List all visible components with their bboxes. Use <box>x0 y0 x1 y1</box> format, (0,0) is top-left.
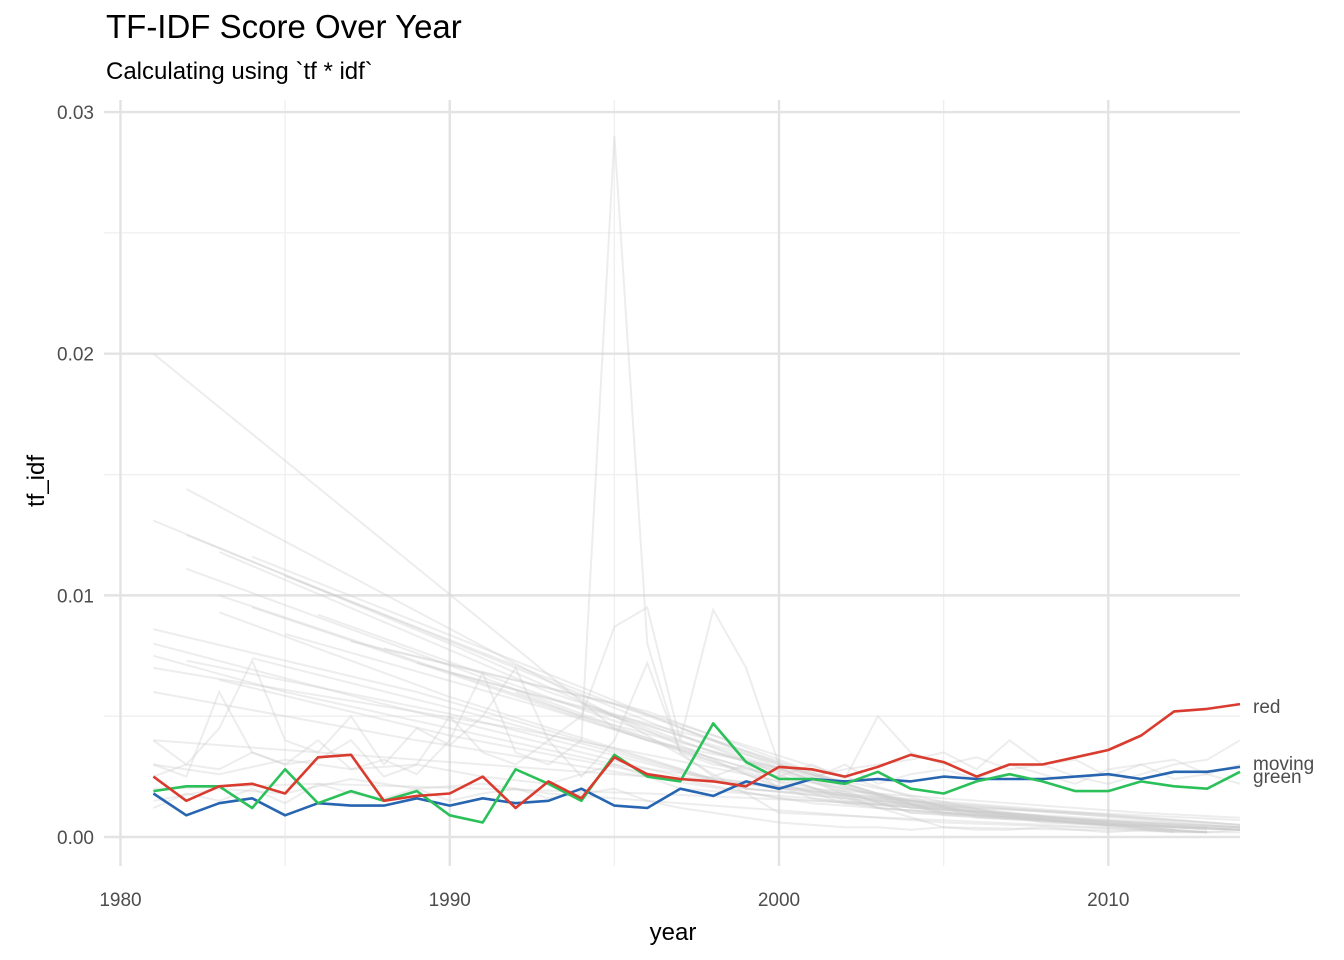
background-series-line <box>186 659 1241 826</box>
y-tick-label: 0.00 <box>57 828 94 849</box>
y-axis-label: tf_idf <box>23 455 50 507</box>
end-label-green: green <box>1253 767 1302 788</box>
background-series-line <box>153 782 1241 822</box>
background-series-line <box>153 628 1109 826</box>
background-series-line <box>350 640 1241 829</box>
series-line-moving <box>152 765 1241 817</box>
series-line-red <box>152 702 1241 810</box>
background-series-line <box>218 550 1241 829</box>
grid-lines <box>104 100 1240 866</box>
background-series-line <box>153 654 1010 819</box>
background-series-line <box>185 534 1208 831</box>
background-series-line <box>251 555 1208 834</box>
background-series-line <box>317 613 1208 834</box>
chart-subtitle: Calculating using `tf * idf` <box>106 58 373 85</box>
x-tick-label: 2010 <box>1087 890 1129 911</box>
background-series-line <box>153 519 1241 826</box>
background-series-line <box>218 611 1142 829</box>
background-series-line <box>218 594 1241 829</box>
highlighted-series <box>152 702 1241 824</box>
background-series-line <box>251 657 1109 824</box>
background-series-line <box>152 782 1241 834</box>
chart-title: TF-IDF Score Over Year <box>106 8 462 45</box>
background-series-line <box>153 777 1240 834</box>
background-series-line <box>185 567 1175 834</box>
x-tick-label: 1990 <box>429 890 471 911</box>
background-series-line <box>153 691 1175 831</box>
end-label-red: red <box>1253 697 1280 718</box>
y-axis-ticks: 0.00 0.01 0.02 0.03 <box>57 103 94 849</box>
background-series <box>152 136 1241 834</box>
background-series-line <box>153 666 1241 826</box>
x-tick-label: 1980 <box>99 890 141 911</box>
background-series-line <box>153 758 1240 829</box>
background-series-line <box>284 575 1241 831</box>
background-series-line <box>185 488 1208 834</box>
y-tick-label: 0.03 <box>57 103 94 124</box>
background-series-line <box>581 703 1241 831</box>
background-series-line <box>153 660 1241 790</box>
x-axis-label: year <box>650 919 697 946</box>
background-series-line <box>679 727 1241 831</box>
y-tick-label: 0.01 <box>57 586 94 607</box>
y-tick-label: 0.02 <box>57 345 94 366</box>
x-axis-ticks: 1980 1990 2000 2010 <box>99 890 1129 911</box>
background-series-line <box>449 671 1241 831</box>
background-series-line <box>383 647 1241 831</box>
background-series-line <box>284 633 1241 829</box>
series-line-green <box>153 722 1241 824</box>
background-series-line <box>218 678 1208 829</box>
background-series-line <box>515 691 1241 831</box>
x-tick-label: 2000 <box>758 890 800 911</box>
end-label-moving: moving <box>1253 754 1314 775</box>
background-series-line <box>153 642 1076 824</box>
